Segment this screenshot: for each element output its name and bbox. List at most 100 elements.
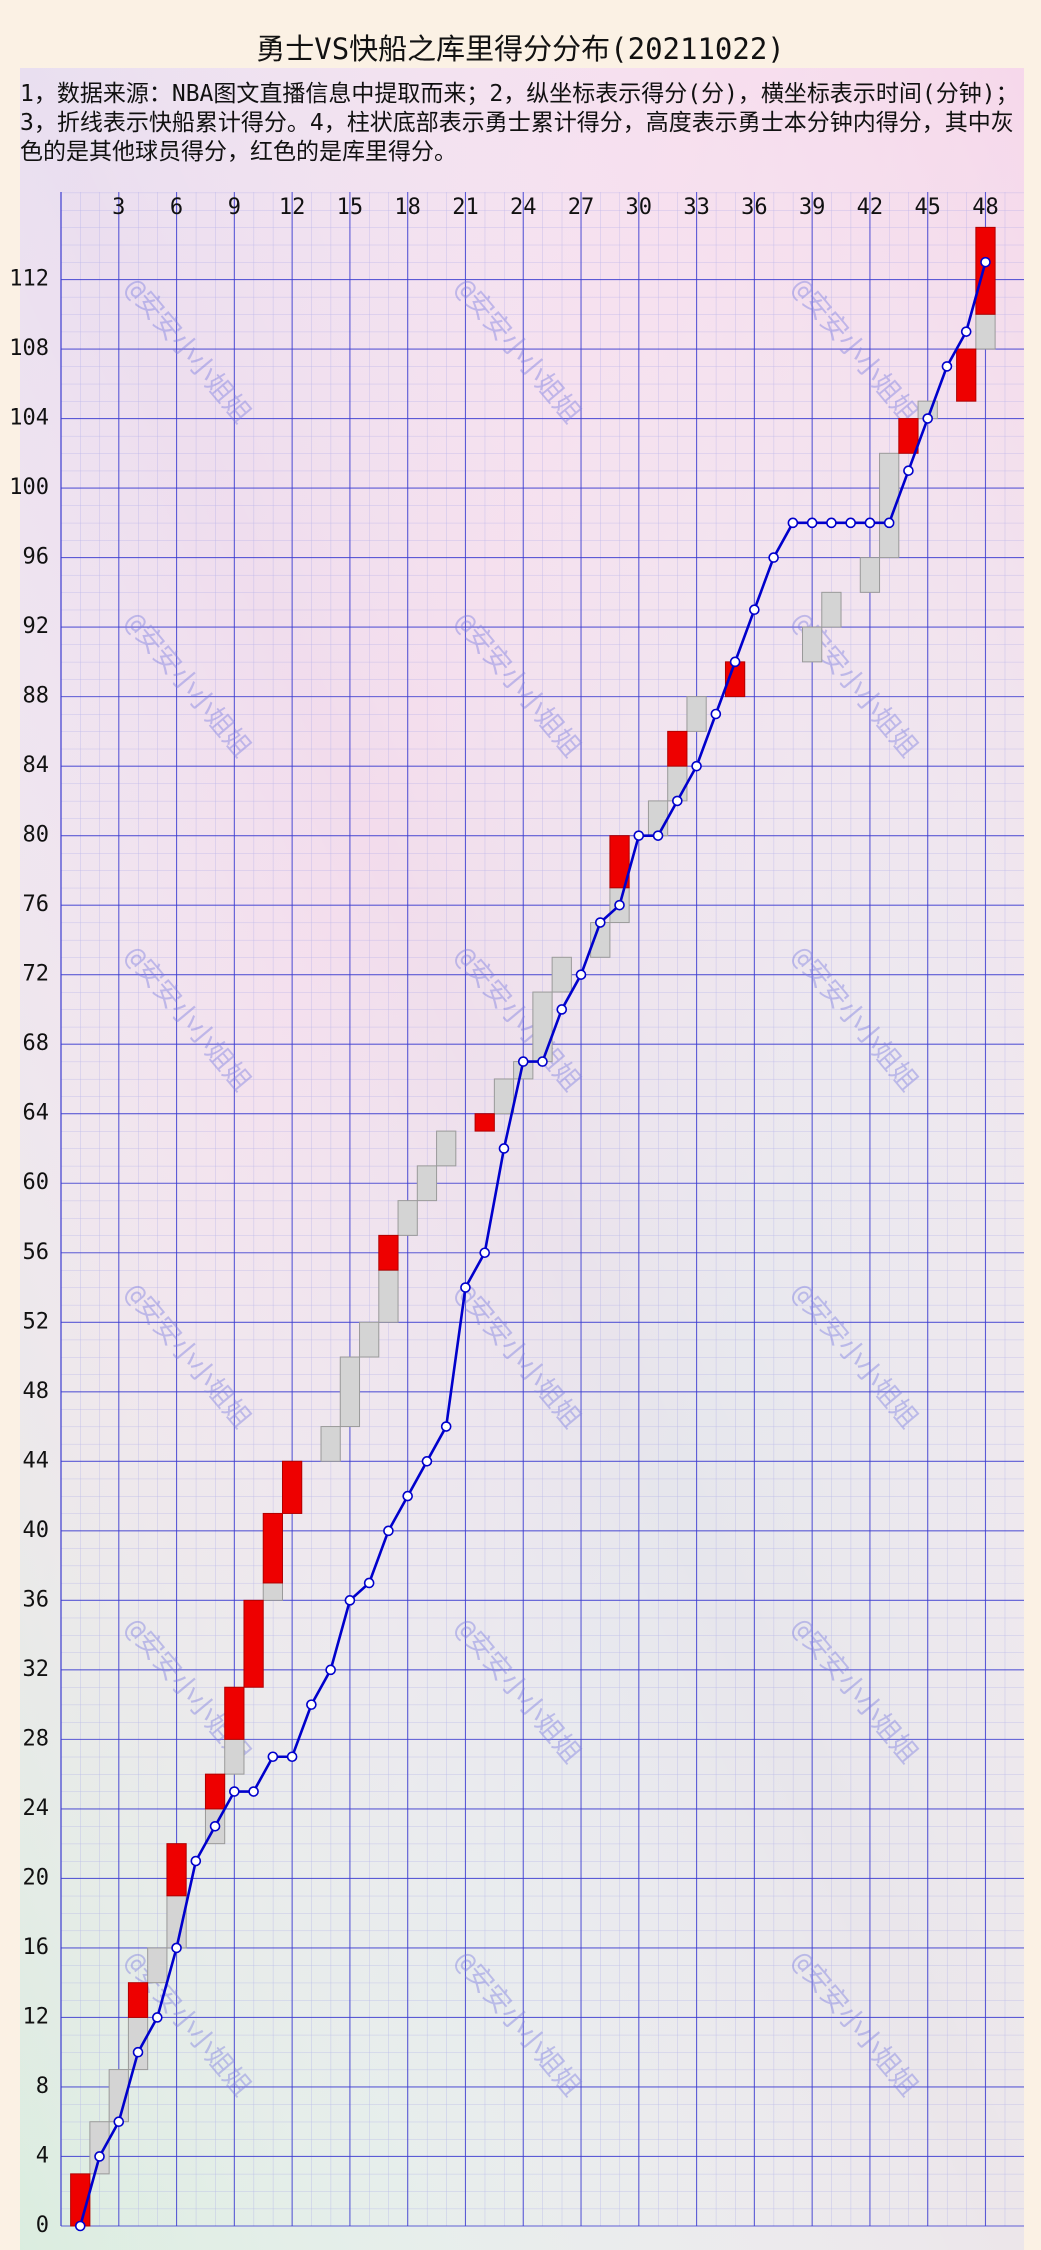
y-tick-label: 84 [23, 753, 50, 778]
line-point [980, 256, 991, 268]
bar-segment [956, 348, 977, 402]
y-tick-label: 40 [23, 1518, 50, 1543]
y-tick-label: 32 [23, 1657, 50, 1682]
y-tick-label: 48 [23, 1379, 50, 1404]
line-point [113, 2116, 125, 2128]
x-tick-label: 39 [799, 195, 826, 220]
y-tick-label: 8 [36, 2074, 49, 2099]
line-point [209, 1820, 221, 1832]
x-tick-label: 30 [626, 195, 653, 220]
bar-segment [975, 313, 996, 350]
x-tick-label: 6 [170, 195, 183, 220]
bar-segment [204, 1773, 226, 1810]
bar-segment [262, 1582, 283, 1601]
chart-subtitle: 1，数据来源：NBA图文直播信息中提取而来；2，纵坐标表示得分(分)，横坐标表示… [20, 81, 1019, 165]
y-tick-label: 80 [23, 823, 50, 848]
line-point [479, 1247, 491, 1259]
bar-segment [859, 557, 881, 593]
bar-segment [667, 730, 688, 767]
line-point [171, 1942, 182, 1954]
line-point [402, 1490, 413, 1502]
bar-segment [147, 1947, 168, 1984]
line-point [710, 708, 722, 720]
x-tick-label: 3 [112, 195, 125, 220]
bar-segment [359, 1321, 380, 1358]
line-point [363, 1577, 375, 1589]
y-tick-label: 108 [9, 336, 49, 361]
y-tick-label: 60 [23, 1170, 50, 1195]
line-point [248, 1786, 259, 1797]
line-point [575, 969, 587, 980]
line-point [729, 656, 741, 668]
line-point [229, 1786, 240, 1797]
line-point [74, 2220, 86, 2232]
y-tick-label: 16 [23, 1935, 50, 1960]
line-point [672, 795, 683, 807]
y-tick-label: 76 [23, 892, 50, 917]
line-point [190, 1855, 202, 1867]
minor-grid [61, 192, 1024, 2226]
y-tick-label: 112 [9, 267, 49, 292]
y-tick-label: 72 [23, 962, 50, 987]
bar-segment [127, 2016, 149, 2071]
line-point [941, 361, 953, 372]
line-point [806, 517, 818, 529]
x-tick-label: 24 [510, 195, 537, 220]
bar-segment [127, 1982, 149, 2018]
bar-segment [898, 418, 919, 454]
bar-segment [378, 1234, 399, 1271]
y-tick-label: 44 [23, 1448, 50, 1473]
line-point [633, 830, 645, 841]
bar-segment [224, 1686, 245, 1740]
y-tick-label: 0 [36, 2213, 49, 2238]
line-point [286, 1751, 298, 1763]
line-point [517, 1056, 529, 1067]
y-tick-label: 4 [36, 2143, 49, 2168]
y-tick-label: 96 [23, 545, 50, 570]
x-tick-label: 9 [228, 195, 241, 220]
line-point [306, 1699, 317, 1710]
x-tick-label: 27 [568, 195, 595, 220]
x-tick-label: 42 [857, 195, 884, 220]
x-tick-label: 33 [683, 195, 710, 220]
y-tick-label: 28 [23, 1726, 50, 1751]
bar-segment [551, 956, 572, 993]
bar-segment [281, 1460, 303, 1514]
bar-segment [879, 452, 900, 559]
y-tick-label: 12 [23, 2004, 50, 2029]
line-point [325, 1664, 336, 1676]
bar-segment [493, 1078, 515, 1115]
bar-segment [802, 626, 823, 663]
chart-title: 勇士VS快船之库里得分分布(20211022) [256, 32, 785, 66]
line-point [94, 2151, 105, 2162]
line-point [460, 1282, 471, 1293]
x-tick-label: 36 [741, 195, 768, 220]
bar-segment [339, 1356, 361, 1428]
bar-segment [89, 2121, 110, 2175]
y-tick-label: 100 [9, 475, 49, 500]
x-tick-label: 18 [394, 195, 421, 220]
line-point [787, 517, 799, 529]
line-point [537, 1056, 548, 1067]
line-point [614, 899, 625, 911]
line-point [556, 1004, 568, 1015]
bar-segment [378, 1269, 399, 1323]
y-tick-label: 104 [9, 406, 49, 431]
y-tick-label: 52 [23, 1309, 50, 1334]
bar-segment [416, 1165, 438, 1202]
x-tick-label: 48 [972, 195, 999, 220]
line-point [768, 552, 779, 563]
line-point [267, 1751, 279, 1763]
bar-segment [532, 991, 553, 1063]
line-point [344, 1595, 356, 1606]
y-tick-label: 36 [23, 1587, 50, 1612]
bar-segment [436, 1130, 457, 1167]
line-point [749, 604, 760, 616]
bar-segment [262, 1512, 283, 1584]
line-point [845, 517, 856, 529]
y-tick-label: 88 [23, 684, 50, 709]
line-point [922, 413, 934, 424]
line-point [498, 1143, 510, 1154]
line-point [960, 326, 972, 337]
